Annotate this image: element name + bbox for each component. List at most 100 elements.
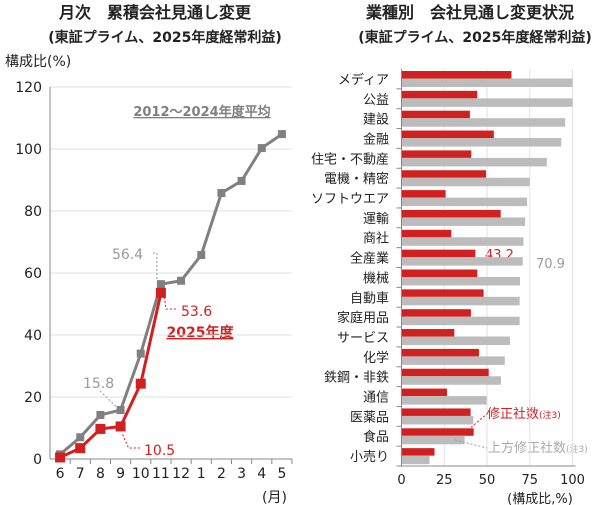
bar-revised bbox=[401, 170, 486, 178]
legend-upward-revised: 上方修正社数(注3) bbox=[488, 440, 588, 456]
right-chart-title: 業種別 会社見通し変更状況 bbox=[365, 3, 574, 22]
bar-upward-revised bbox=[401, 138, 562, 147]
bar-upward-revised bbox=[401, 177, 530, 187]
x-tick-label: 10 bbox=[132, 466, 150, 482]
left-chart-title: 月次 累積会社見通し変更 bbox=[58, 3, 252, 22]
bar-upward-revised bbox=[401, 396, 487, 405]
left-x-axis-label: (月) bbox=[262, 490, 287, 505]
bar-revised bbox=[401, 269, 478, 277]
data-point bbox=[237, 176, 246, 185]
bar-upward-revised bbox=[401, 435, 465, 445]
left-chart-subtitle: (東証プライム、2025年度経常利益) bbox=[48, 29, 281, 46]
y-tick-label: 60 bbox=[24, 266, 42, 282]
bar-upward-revised bbox=[401, 296, 520, 306]
bar-upward-revised bbox=[401, 197, 528, 207]
bar-upward-revised bbox=[401, 415, 474, 425]
category-label: 電機・精密 bbox=[324, 171, 389, 187]
category-label: 建設 bbox=[363, 112, 389, 128]
category-label: ソフトウエア bbox=[311, 192, 389, 207]
y-tick-label: 100 bbox=[15, 142, 42, 158]
bar-upward-revised bbox=[401, 336, 511, 346]
data-point bbox=[76, 433, 85, 442]
bar-upward-revised bbox=[401, 257, 523, 266]
category-label: サービス bbox=[337, 331, 389, 346]
bar-revised bbox=[401, 71, 512, 79]
right-x-axis-label: (構成比,%) bbox=[507, 492, 573, 505]
annotation-53-6: 53.6 bbox=[181, 304, 212, 320]
bar-revised bbox=[401, 229, 452, 238]
x-tick-label: 0 bbox=[397, 473, 405, 488]
bar-upward-revised bbox=[401, 98, 573, 107]
bar-revised bbox=[401, 348, 479, 357]
annotation-56-4: 56.4 bbox=[112, 247, 143, 263]
annotation-70-9: 70.9 bbox=[536, 257, 565, 272]
y-tick-label: 40 bbox=[24, 328, 42, 344]
data-point bbox=[155, 287, 166, 298]
leader-53-6 bbox=[163, 292, 178, 310]
category-label: 自動車 bbox=[350, 291, 389, 306]
category-label: 小売り bbox=[350, 449, 389, 465]
bar-upward-revised bbox=[401, 157, 547, 167]
bar-revised bbox=[401, 388, 447, 397]
data-point bbox=[197, 251, 206, 260]
bar-revised bbox=[401, 329, 455, 337]
bar-revised bbox=[401, 428, 474, 436]
x-tick-label: 6 bbox=[56, 466, 65, 482]
leader-upward-revised bbox=[454, 439, 488, 449]
x-tick-label: 50 bbox=[479, 473, 496, 488]
bar-revised bbox=[401, 90, 478, 99]
category-label: 住宅・不動産 bbox=[311, 151, 389, 167]
data-point bbox=[257, 144, 266, 153]
x-tick-label: 25 bbox=[436, 473, 453, 488]
bar-upward-revised bbox=[401, 316, 520, 326]
x-tick-label: 100 bbox=[560, 473, 585, 488]
leader-15-8 bbox=[99, 390, 117, 408]
bar-revised bbox=[401, 368, 489, 377]
bar-upward-revised bbox=[401, 237, 524, 246]
x-tick-label: 2 bbox=[217, 466, 226, 482]
annotation-15-8: 15.8 bbox=[83, 376, 114, 392]
category-label: 公益 bbox=[363, 93, 389, 108]
legend-2025: 2025年度 bbox=[167, 324, 235, 341]
data-point bbox=[136, 349, 145, 358]
legend-revised: 修正社数(注3) bbox=[487, 406, 561, 422]
bar-upward-revised bbox=[401, 455, 430, 465]
bar-revised bbox=[401, 150, 472, 158]
bar-revised bbox=[401, 309, 471, 317]
data-point bbox=[116, 406, 125, 415]
y-tick-label: 120 bbox=[15, 80, 42, 96]
category-label: 運輸 bbox=[363, 212, 389, 227]
x-tick-label: 8 bbox=[96, 466, 105, 482]
bar-revised bbox=[401, 110, 470, 119]
category-label: 全産業 bbox=[350, 251, 389, 267]
category-label: 金融 bbox=[363, 131, 389, 147]
bar-revised bbox=[401, 289, 484, 297]
category-label: メディア bbox=[338, 72, 389, 88]
leader-revised bbox=[467, 412, 489, 431]
legend-average: 2012～2024年度平均 bbox=[133, 104, 270, 120]
category-label: 機械 bbox=[363, 271, 389, 286]
leader-56-4 bbox=[152, 252, 158, 281]
data-point bbox=[115, 421, 126, 432]
x-tick-label: 12 bbox=[172, 466, 190, 482]
x-tick-label: 1 bbox=[197, 466, 206, 482]
data-point bbox=[277, 130, 286, 139]
data-point bbox=[96, 410, 105, 419]
category-label: 医薬品 bbox=[350, 410, 389, 425]
annotation-10-5: 10.5 bbox=[144, 443, 175, 459]
y-tick-label: 0 bbox=[33, 452, 42, 468]
x-tick-label: 7 bbox=[76, 466, 85, 482]
category-label: 鉄鋼・非鉄 bbox=[324, 371, 389, 386]
right-chart-subtitle: (東証プライム、2025年度経常利益) bbox=[358, 29, 591, 46]
x-tick-label: 4 bbox=[257, 466, 266, 482]
series-line-0 bbox=[59, 132, 283, 456]
category-label: 家庭用品 bbox=[337, 310, 389, 326]
data-point bbox=[177, 276, 186, 285]
category-label: 化学 bbox=[363, 350, 389, 366]
x-tick-label: 3 bbox=[237, 466, 246, 482]
bar-upward-revised bbox=[401, 217, 526, 226]
data-point bbox=[217, 189, 226, 198]
bar-upward-revised bbox=[401, 356, 505, 365]
